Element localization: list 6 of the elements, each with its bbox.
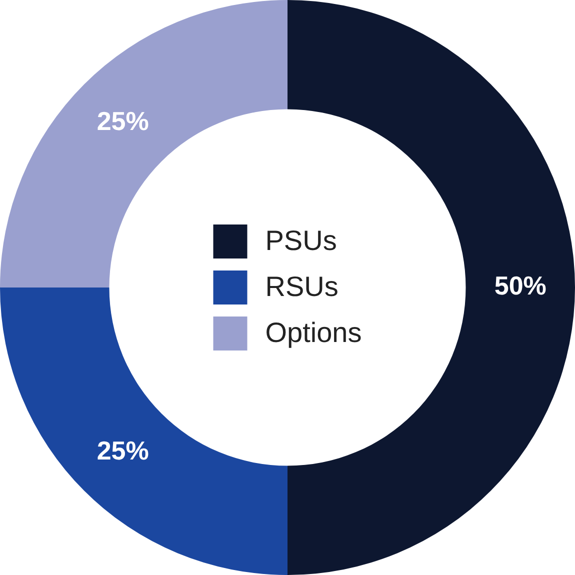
data-label: 25% [96,435,149,466]
data-label: 25% [96,106,149,136]
legend-label: RSUs [265,271,338,302]
legend-label: PSUs [265,225,337,256]
legend-label: Options [265,317,362,348]
data-label: 50% [494,270,546,301]
